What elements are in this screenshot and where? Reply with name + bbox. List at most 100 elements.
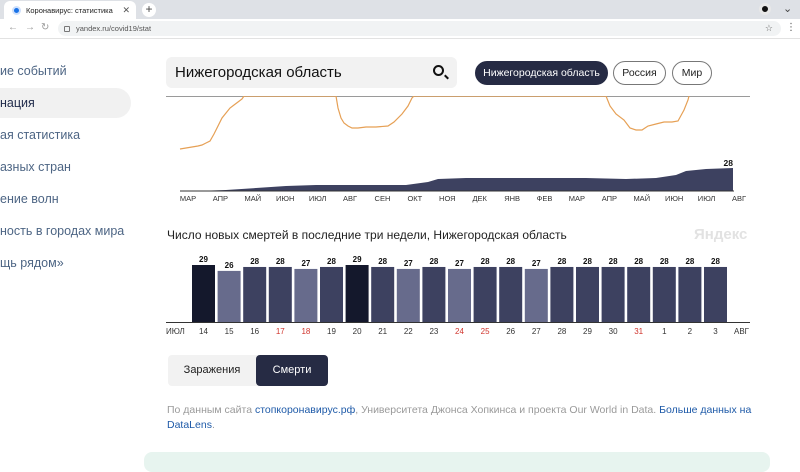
back-icon[interactable]: ← <box>8 22 18 33</box>
sidebar-item-waves[interactable]: ение волн <box>0 192 59 206</box>
x-tick-label: 17 <box>276 327 285 336</box>
bar[interactable] <box>678 266 702 322</box>
timeline-month-label: ИЮЛ <box>698 194 716 203</box>
x-tick-label: 20 <box>353 327 362 336</box>
bar-value-label: 28 <box>660 257 669 266</box>
x-tick-label: 30 <box>609 327 618 336</box>
close-icon[interactable]: ✕ <box>122 4 130 15</box>
x-tick-label: 25 <box>481 327 490 336</box>
bar[interactable] <box>550 266 574 322</box>
source-suffix: . <box>211 419 215 431</box>
timeline-month-label: ЯНВ <box>504 194 520 203</box>
forward-icon[interactable]: → <box>25 22 35 33</box>
region-button-nizhny[interactable]: Нижегородская область <box>475 61 608 85</box>
bar[interactable] <box>217 270 241 322</box>
bar[interactable] <box>627 266 651 322</box>
timeline-area <box>180 168 733 191</box>
x-tick-label: 14 <box>199 327 208 336</box>
bar[interactable] <box>345 265 369 322</box>
x-tick-label: 2 <box>688 327 693 336</box>
region-search[interactable]: Нижегородская область <box>166 57 457 88</box>
bar[interactable] <box>576 266 599 322</box>
new-tab-button[interactable]: + <box>142 3 156 17</box>
browser-toolbar: ← → ↻ yandex.ru/covid19/stat ☆ ⋮ <box>0 19 800 39</box>
profile-avatar[interactable] <box>759 3 771 15</box>
sidebar-nav: ие событий нация ая статистика азных стр… <box>0 56 140 280</box>
bar[interactable] <box>448 268 471 322</box>
bar[interactable] <box>704 266 727 322</box>
sidebar-item-countries[interactable]: азных стран <box>0 160 71 174</box>
bar[interactable] <box>320 266 343 322</box>
bar[interactable] <box>652 266 676 322</box>
x-start-label: ИЮЛ <box>166 327 185 336</box>
bar-value-label: 27 <box>532 259 541 268</box>
x-tick-label: 21 <box>378 327 387 336</box>
bar-value-label: 28 <box>583 257 592 266</box>
x-tick-label: 19 <box>327 327 336 336</box>
x-tick-label: 31 <box>634 327 643 336</box>
bookmark-star-icon[interactable]: ☆ <box>764 23 773 33</box>
bar-value-label: 28 <box>276 257 285 266</box>
bar-value-label: 29 <box>353 255 362 264</box>
reload-icon[interactable]: ↻ <box>41 22 50 33</box>
bar-value-label: 28 <box>327 257 336 266</box>
bar-value-label: 28 <box>711 257 720 266</box>
bar-value-label: 28 <box>634 257 643 266</box>
timeline-trend-line <box>179 96 690 150</box>
bar[interactable] <box>524 268 548 322</box>
x-tick-label: 1 <box>662 327 667 336</box>
sidebar-item-situation[interactable]: нация <box>0 88 131 118</box>
timeline-month-label: МАЙ <box>633 194 650 203</box>
source-prefix: По данным сайта <box>167 404 255 416</box>
timeline-month-label: АВГ <box>732 194 746 203</box>
bar[interactable] <box>499 266 523 322</box>
metric-toggle: Заражения Смерти <box>168 355 328 386</box>
bar[interactable] <box>371 266 395 322</box>
browser-tab[interactable]: Коронавирус: статистика ✕ <box>4 1 136 19</box>
bar[interactable] <box>268 266 292 322</box>
x-tick-label: 16 <box>250 327 259 336</box>
bar[interactable] <box>473 266 497 322</box>
bar-value-label: 28 <box>506 257 515 266</box>
search-icon[interactable] <box>433 65 444 76</box>
sidebar-item-events[interactable]: ие событий <box>0 64 67 78</box>
deaths-button[interactable]: Смерти <box>256 355 328 386</box>
deaths-bar-chart: ИЮЛ АВГ 29142615281628172718281929202821… <box>166 255 750 336</box>
bar[interactable] <box>396 268 420 322</box>
sidebar-item-cities[interactable]: ность в городах мира <box>0 224 125 238</box>
window-menu-icon[interactable]: ⌄ <box>783 3 793 15</box>
sidebar-item-statistics[interactable]: ая статистика <box>0 128 81 142</box>
timeline-month-label: НОЯ <box>439 194 456 203</box>
url-text: yandex.ru/covid19/stat <box>76 24 152 33</box>
search-input[interactable]: Нижегородская область <box>175 64 342 81</box>
bar-value-label: 27 <box>404 259 413 268</box>
x-tick-label: 15 <box>225 327 234 336</box>
bar[interactable] <box>601 266 625 322</box>
bar[interactable] <box>294 268 318 322</box>
region-button-world[interactable]: Мир <box>672 61 712 85</box>
bar[interactable] <box>192 265 215 322</box>
x-tick-label: 27 <box>532 327 541 336</box>
bar-value-label: 28 <box>378 257 387 266</box>
bar[interactable] <box>422 266 446 322</box>
bar-value-label: 28 <box>429 257 438 266</box>
address-bar[interactable]: yandex.ru/covid19/stat ☆ <box>58 21 781 36</box>
chart-title: Число новых смертей в последние три неде… <box>167 228 567 242</box>
x-tick-label: 28 <box>557 327 566 336</box>
browser-menu-icon[interactable]: ⋮ <box>786 22 796 33</box>
timeline-month-label: СЕН <box>375 194 391 203</box>
sidebar-item-help[interactable]: щь рядом» <box>0 256 64 270</box>
bar[interactable] <box>243 266 267 322</box>
bar-value-label: 28 <box>250 257 259 266</box>
x-tick-label: 24 <box>455 327 464 336</box>
infections-button[interactable]: Заражения <box>183 364 241 376</box>
timeline-month-label: ФЕВ <box>537 194 553 203</box>
stopcoronavirus-link[interactable]: стопкоронавирус.рф <box>254 404 356 416</box>
bar-value-label: 28 <box>609 257 618 266</box>
bar-value-label: 27 <box>301 259 310 268</box>
region-button-russia[interactable]: Россия <box>613 61 666 85</box>
bar-value-label: 26 <box>225 261 234 270</box>
datalens-link[interactable]: Больше данных на DataLens <box>167 404 752 431</box>
x-tick-label: 29 <box>583 327 592 336</box>
yandex-favicon-icon <box>12 5 21 15</box>
